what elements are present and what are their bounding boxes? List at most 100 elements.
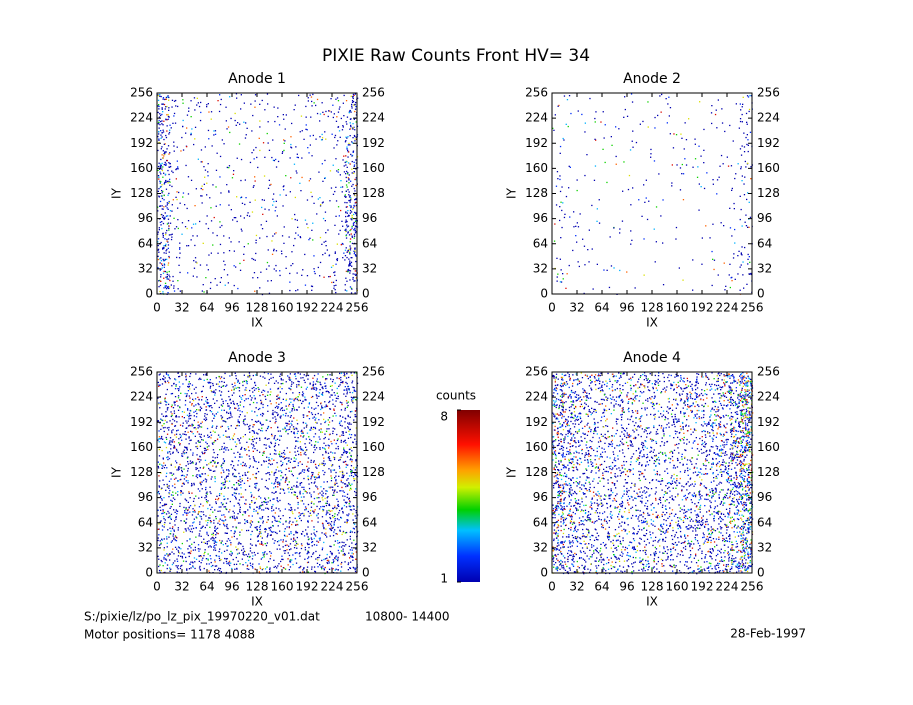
count-dot: [749, 216, 752, 218]
count-dot: [167, 374, 170, 377]
count-dot: [302, 571, 304, 573]
count-dot: [217, 454, 219, 456]
count-dot: [207, 227, 210, 230]
count-dot: [347, 271, 349, 273]
count-dot: [216, 541, 218, 543]
count-dot: [257, 420, 260, 422]
count-dot: [252, 439, 254, 441]
count-dot: [158, 139, 160, 141]
count-dot: [261, 391, 263, 393]
count-dot: [193, 419, 195, 422]
count-dot: [183, 506, 185, 509]
count-dot: [203, 379, 205, 381]
count-dot: [246, 564, 249, 566]
count-dot: [743, 146, 746, 148]
count-dot: [215, 518, 217, 520]
count-dot: [194, 205, 196, 207]
count-dot: [189, 409, 191, 412]
count-dot: [170, 284, 172, 286]
count-dot: [260, 541, 263, 543]
count-dot: [278, 124, 281, 126]
count-dot: [584, 174, 586, 177]
count-dot: [213, 546, 215, 548]
count-dot: [228, 250, 231, 252]
count-dot: [251, 530, 253, 533]
count-dot: [342, 512, 344, 514]
count-dot: [304, 509, 306, 511]
count-dot: [300, 472, 302, 474]
count-dot: [315, 387, 317, 389]
count-dot: [199, 119, 202, 122]
count-dot: [246, 529, 248, 532]
count-dot: [227, 527, 229, 530]
count-dot: [682, 173, 685, 175]
count-dot: [224, 516, 226, 518]
count-dot: [279, 416, 281, 418]
count-dot: [743, 132, 745, 134]
count-dot: [285, 194, 287, 196]
count-dot: [316, 505, 318, 508]
count-dot: [194, 427, 196, 429]
count-dot: [291, 511, 293, 513]
count-dot: [289, 559, 291, 561]
count-dot: [294, 451, 296, 453]
count-dot: [251, 544, 253, 546]
count-dot: [205, 373, 207, 375]
count-dot: [191, 227, 193, 229]
count-dot: [355, 105, 357, 108]
count-dot: [195, 261, 197, 263]
count-dot: [163, 430, 165, 433]
count-dot: [252, 466, 254, 468]
count-dot: [298, 385, 300, 387]
count-dot: [247, 376, 249, 378]
count-dot: [300, 513, 302, 515]
count-dot: [345, 190, 347, 192]
count-dot: [345, 155, 347, 157]
count-dot: [746, 121, 748, 123]
count-dot: [344, 194, 346, 196]
count-dot: [306, 424, 308, 426]
count-dot: [287, 460, 290, 463]
count-dot: [334, 412, 336, 414]
count-dot: [206, 533, 208, 535]
count-dot: [182, 125, 184, 128]
count-dot: [249, 403, 251, 406]
count-dot: [747, 139, 749, 141]
count-dot: [190, 485, 193, 487]
count-dot: [296, 419, 298, 421]
count-dot: [276, 541, 279, 543]
count-dot: [164, 153, 166, 156]
count-dot: [205, 277, 207, 279]
count-dot: [171, 500, 173, 502]
count-dot: [596, 208, 598, 210]
count-dot: [158, 162, 160, 164]
count-dot: [183, 449, 185, 451]
count-dot: [338, 465, 340, 467]
count-dot: [351, 225, 353, 228]
count-dot: [177, 480, 180, 482]
count-dot: [588, 261, 590, 263]
y-tick-label: 224: [525, 111, 548, 125]
count-dot: [169, 124, 171, 126]
count-dot: [232, 219, 234, 221]
count-dot: [266, 542, 268, 544]
count-dot: [214, 559, 216, 561]
count-dot: [322, 180, 324, 182]
count-dot: [171, 432, 173, 434]
count-dot: [163, 375, 165, 377]
count-dot: [158, 131, 160, 133]
count-dot: [265, 528, 267, 531]
count-dot: [346, 220, 348, 223]
count-dot: [326, 500, 328, 502]
count-dot: [167, 452, 169, 454]
count-dot: [202, 439, 204, 441]
count-dot: [355, 184, 357, 187]
count-dot: [292, 475, 294, 477]
count-dot: [299, 399, 301, 402]
count-dot: [314, 413, 317, 416]
count-dot: [598, 222, 601, 224]
count-dot: [220, 571, 222, 573]
count-dot: [214, 415, 216, 417]
count-dot: [175, 178, 177, 180]
